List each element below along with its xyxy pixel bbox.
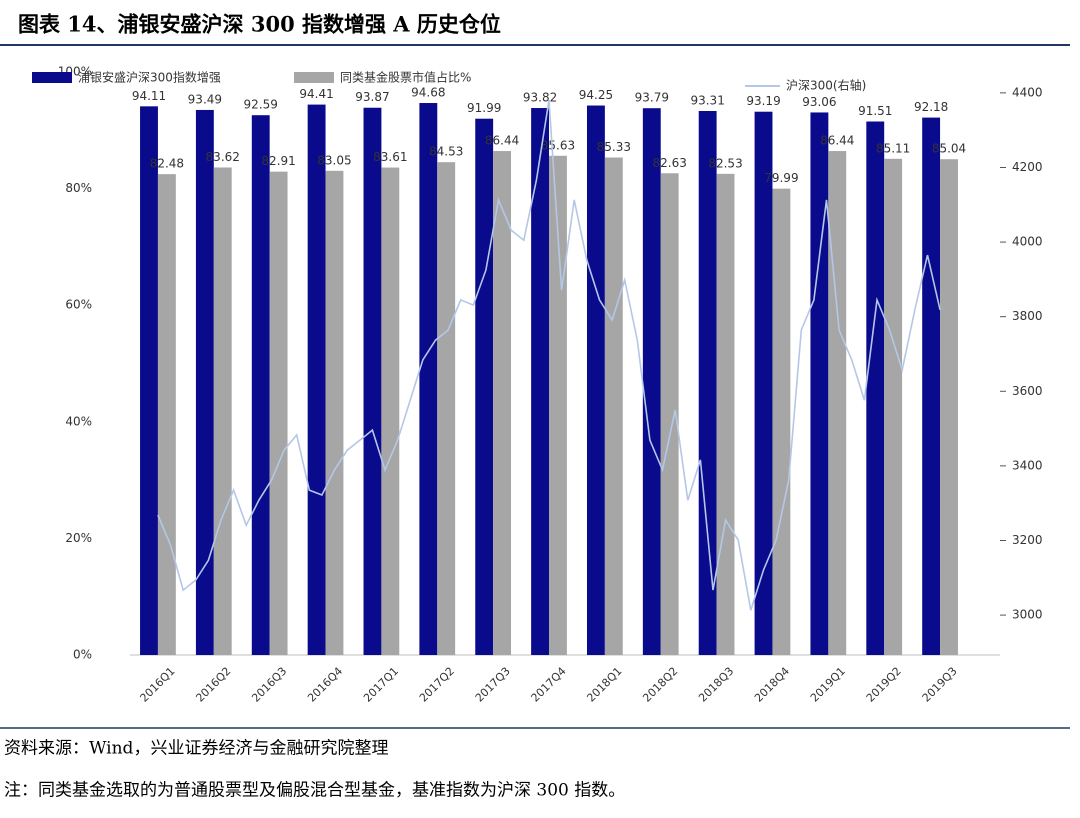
value-label: 82.48 xyxy=(150,157,184,171)
value-label: 91.99 xyxy=(467,101,501,115)
x-tick-label: 2018Q1 xyxy=(584,665,624,705)
x-tick-label: 2018Q3 xyxy=(696,665,736,705)
value-label: 86.44 xyxy=(485,134,519,148)
x-tick-label: 2018Q4 xyxy=(752,665,792,705)
value-label: 82.91 xyxy=(261,154,295,168)
legend-label: 浦银安盛沪深300指数增强 xyxy=(78,70,221,85)
y2-tick-label: 4200 xyxy=(1012,160,1043,174)
note: 注：同类基金选取的为普通股票型及偏股混合型基金，基准指数为沪深 300 指数。 xyxy=(4,781,625,801)
y-tick-label: 40% xyxy=(65,414,92,428)
legend-label: 同类基金股票市值占比% xyxy=(340,70,471,85)
bar xyxy=(195,109,214,655)
bar xyxy=(660,173,679,656)
bar xyxy=(325,170,344,656)
value-label: 85.63 xyxy=(541,138,575,152)
legend-label: 沪深300(右轴) xyxy=(786,78,866,93)
bar xyxy=(437,162,456,655)
value-label: 83.61 xyxy=(373,150,407,164)
bar xyxy=(810,112,829,655)
value-label: 93.79 xyxy=(635,91,669,105)
bar xyxy=(866,121,885,655)
value-label: 93.31 xyxy=(690,94,724,108)
x-tick-label: 2017Q3 xyxy=(473,665,513,705)
y-tick-label: 60% xyxy=(65,298,92,312)
bar xyxy=(642,108,661,656)
value-label: 93.82 xyxy=(523,91,557,105)
value-label: 82.63 xyxy=(652,156,686,170)
bar xyxy=(213,167,232,655)
source: 资料来源：Wind，兴业证券经济与金融研究院整理 xyxy=(4,739,388,759)
bar xyxy=(269,171,288,655)
bar xyxy=(922,117,941,656)
value-label: 85.33 xyxy=(597,140,631,154)
bar xyxy=(157,174,176,655)
x-tick-label: 2016Q1 xyxy=(138,665,178,705)
bar xyxy=(140,106,158,656)
bar xyxy=(531,108,549,655)
bar xyxy=(716,173,735,655)
value-label: 93.87 xyxy=(355,90,389,104)
x-tick-label: 2017Q2 xyxy=(417,665,457,705)
y-tick-label: 80% xyxy=(65,181,92,195)
bar xyxy=(604,157,623,655)
bar xyxy=(493,151,512,655)
x-tick-label: 2019Q3 xyxy=(920,665,960,705)
value-label: 92.18 xyxy=(914,100,948,114)
bar xyxy=(698,111,717,656)
value-label: 91.51 xyxy=(858,104,892,118)
value-label: 94.68 xyxy=(411,86,445,100)
x-tick-label: 2018Q2 xyxy=(640,665,680,705)
y2-tick-label: 3600 xyxy=(1012,384,1043,398)
legend-swatch xyxy=(32,72,72,83)
value-label: 82.53 xyxy=(708,156,742,170)
value-label: 93.06 xyxy=(802,95,836,109)
value-label: 86.44 xyxy=(820,134,854,148)
x-tick-label: 2016Q2 xyxy=(193,665,233,705)
bar xyxy=(586,105,605,655)
y2-tick-label: 3400 xyxy=(1012,458,1043,472)
y-tick-label: 20% xyxy=(65,531,92,545)
x-tick-label: 2017Q1 xyxy=(361,665,401,705)
y2-tick-label: 4000 xyxy=(1012,235,1043,249)
bar xyxy=(828,151,847,655)
value-label: 84.53 xyxy=(429,145,463,159)
x-tick-label: 2016Q4 xyxy=(305,665,345,705)
y2-tick-label: 3000 xyxy=(1012,608,1043,622)
bar xyxy=(307,104,326,655)
y2-tick-label: 3200 xyxy=(1012,533,1043,547)
bar xyxy=(251,115,270,655)
line xyxy=(157,99,941,611)
bar xyxy=(381,167,400,655)
value-label: 83.62 xyxy=(206,150,240,164)
bar xyxy=(419,103,438,655)
bar xyxy=(475,118,494,655)
y-tick-label: 0% xyxy=(73,648,92,662)
legend-swatch xyxy=(294,72,334,83)
value-label: 85.11 xyxy=(876,141,910,155)
value-label: 92.59 xyxy=(244,98,278,112)
x-tick-label: 2016Q3 xyxy=(249,665,289,705)
bar xyxy=(363,107,382,655)
value-label: 94.41 xyxy=(299,87,333,101)
value-label: 93.49 xyxy=(188,92,222,106)
x-tick-label: 2019Q2 xyxy=(864,665,904,705)
value-label: 94.25 xyxy=(579,88,613,102)
bar xyxy=(884,158,903,655)
bar xyxy=(754,111,773,656)
x-tick-label: 2017Q4 xyxy=(529,665,569,705)
figure-title: 图表 14、浦银安盛沪深 300 指数增强 A 历史仓位 xyxy=(18,12,501,37)
value-label: 93.19 xyxy=(746,94,780,108)
bar xyxy=(772,188,791,655)
value-label: 79.99 xyxy=(764,171,798,185)
value-label: 85.04 xyxy=(932,142,966,156)
value-label: 94.11 xyxy=(132,89,166,103)
x-tick-label: 2019Q1 xyxy=(808,665,848,705)
bar xyxy=(940,159,958,655)
value-label: 83.05 xyxy=(317,153,351,167)
y2-tick-label: 3800 xyxy=(1012,309,1043,323)
y2-tick-label: 4400 xyxy=(1012,85,1043,99)
